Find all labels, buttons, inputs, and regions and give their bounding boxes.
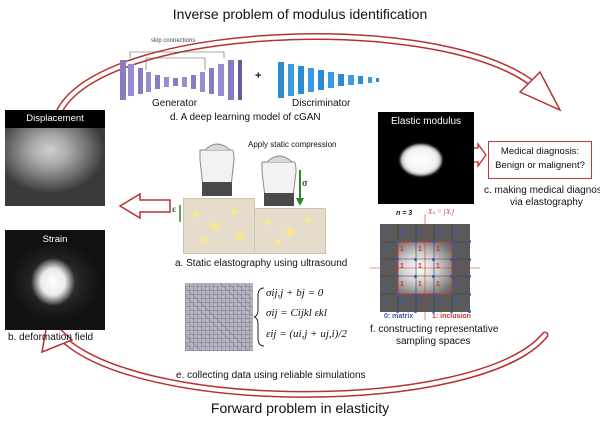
grid-value-3-2: 1	[418, 280, 422, 288]
inverse-problem-title: Inverse problem of modulus identificatio…	[172, 6, 428, 22]
forward-problem-title: Forward problem in elasticity	[210, 400, 390, 416]
grid-value-1-0: 0	[382, 245, 386, 253]
grid-node-dot	[450, 275, 453, 278]
grid-node-dot	[414, 275, 417, 278]
grid-value-1-4: 0	[454, 245, 458, 253]
elastic-modulus-map	[378, 112, 474, 204]
simulation-caption: e. collecting data using reliable simula…	[176, 370, 366, 381]
sampling-n-label: n = 3	[396, 210, 413, 217]
elastic-modulus-title: Elastic modulus	[390, 116, 462, 127]
grid-node-dot	[468, 240, 471, 243]
simulation-mesh	[185, 283, 253, 351]
strain-map	[5, 230, 105, 330]
grid-node-dot	[450, 292, 453, 296]
grid-node-dot	[396, 275, 399, 278]
grid-node-dot	[432, 257, 435, 261]
diagnosis-caption-2: via elastography	[510, 197, 583, 208]
grid-value-1-1: 1	[400, 245, 404, 253]
equation-constitutive: σij = Cijkl εkl	[266, 307, 327, 319]
grid-value-2-1: 1	[400, 263, 404, 270]
grid-node-dot	[396, 310, 399, 313]
grid-value-0-2: 0	[418, 228, 422, 235]
grid-value-3-1: 1	[400, 280, 404, 288]
grid-value-4-1: 0	[400, 298, 404, 305]
grid-node-dot	[414, 292, 417, 296]
grid-node-dot	[432, 240, 435, 243]
sampling-x-label: Xₙ = [Xᵢ]	[428, 208, 455, 216]
forward-arc-inner	[53, 328, 547, 397]
displacement-title: Displacement	[26, 113, 84, 124]
grid-node-dot	[432, 275, 435, 278]
legend-matrix: 0: matrix	[384, 313, 414, 320]
grid-node-dot	[468, 292, 471, 296]
grid-value-1-3: 1	[436, 245, 440, 253]
legend-inclusion: 1: inclusion	[432, 313, 471, 320]
grid-node-dot	[450, 257, 453, 261]
grid-value-4-2: 0	[418, 298, 422, 305]
equation-equilibrium: σij,j + bj = 0	[266, 287, 324, 299]
discriminator-label: Discriminator	[292, 98, 351, 109]
grid-value-0-1: 0	[400, 228, 404, 235]
strain-title: Strain	[42, 234, 68, 245]
grid-node-dot	[396, 257, 399, 261]
sampling-caption-2: sampling spaces	[396, 336, 471, 347]
diagnosis-box: Medical diagnosis: Benign or malignent?	[488, 141, 592, 179]
grid-value-4-4: 0	[454, 298, 458, 305]
inverse-arrowhead	[518, 70, 562, 112]
inverse-arc-inner	[58, 34, 547, 112]
grid-node-dot	[414, 240, 417, 243]
grid-node-dot	[396, 292, 399, 296]
grid-value-0-0: 0	[382, 228, 386, 235]
grid-value-3-3: 1	[436, 280, 440, 288]
equation-kinematic: εij = (ui,j + uj,i)/2	[266, 328, 347, 340]
diagnosis-line-2: Benign or malignent?	[495, 160, 585, 171]
grid-node-dot	[414, 310, 417, 313]
grid-value-3-4: 0	[454, 280, 458, 288]
tissue-block-after	[254, 208, 326, 254]
diagnosis-line-1: Medical diagnosis:	[500, 146, 580, 157]
grid-node-dot	[450, 240, 453, 243]
cgan-caption: d. A deep learning model of cGAN	[170, 112, 321, 123]
grid-node-dot	[468, 275, 471, 278]
grid-node-dot	[396, 240, 399, 243]
cgan-plus-sign: +	[255, 70, 262, 82]
grid-value-3-0: 0	[382, 280, 386, 288]
grid-value-2-4: 0	[454, 263, 458, 270]
grid-node-dot	[432, 292, 435, 296]
sampling-caption-1: f. constructing representative	[370, 324, 499, 335]
epsilon-symbol: ε	[172, 204, 176, 214]
grid-node-dot	[468, 310, 471, 313]
generator-label: Generator	[152, 98, 198, 109]
grid-value-1-2: 1	[418, 245, 422, 253]
skip-connections-label: skip connections	[151, 38, 196, 44]
center-left-arrow	[118, 192, 171, 220]
grid-value-0-4: 0	[454, 228, 458, 235]
grid-value-2-0: 0	[382, 263, 386, 270]
elastography-caption: a. Static elastography using ultrasound	[175, 258, 348, 269]
tissue-block-before	[183, 198, 255, 254]
grid-value-4-3: 0	[436, 298, 440, 305]
grid-value-4-0: 0	[382, 298, 386, 305]
grid-value-2-3: 1	[436, 263, 440, 270]
grid-node-dot	[432, 310, 435, 313]
grid-node-dot	[414, 257, 417, 261]
deformation-caption: b. deformation field	[8, 332, 94, 343]
apply-compression-label: Apply static compression	[248, 140, 337, 149]
displacement-title-bar	[5, 110, 105, 128]
grid-value-0-3: 0	[436, 228, 440, 235]
grid-node-dot	[450, 310, 453, 313]
diagnosis-caption-1: c. making medical diagnosis	[484, 185, 600, 196]
grid-value-2-2: 1	[418, 263, 422, 270]
grid-node-dot	[468, 257, 471, 261]
sigma-symbol: σ	[302, 178, 308, 189]
